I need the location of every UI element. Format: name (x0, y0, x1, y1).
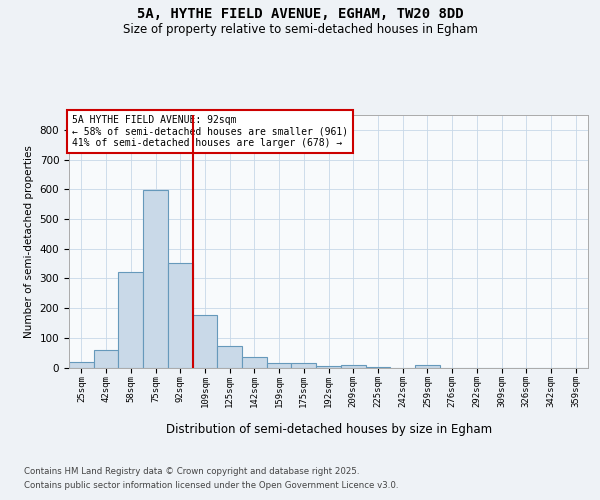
Text: Distribution of semi-detached houses by size in Egham: Distribution of semi-detached houses by … (166, 422, 492, 436)
Text: 5A HYTHE FIELD AVENUE: 92sqm
← 58% of semi-detached houses are smaller (961)
41%: 5A HYTHE FIELD AVENUE: 92sqm ← 58% of se… (71, 115, 348, 148)
Bar (193, 314, 217, 368)
Y-axis label: Number of semi-detached properties: Number of semi-detached properties (24, 145, 34, 338)
Bar (69, 362, 94, 368)
Bar (143, 190, 168, 368)
Bar (118, 272, 143, 368)
Text: Contains HM Land Registry data © Crown copyright and database right 2025.: Contains HM Land Registry data © Crown c… (24, 467, 359, 476)
Bar (217, 346, 242, 368)
Bar (94, 350, 118, 368)
Bar (292, 364, 316, 368)
Text: Contains public sector information licensed under the Open Government Licence v3: Contains public sector information licen… (24, 481, 398, 490)
Bar (267, 362, 292, 368)
Bar (316, 366, 341, 368)
Bar (242, 356, 267, 368)
Text: Size of property relative to semi-detached houses in Egham: Size of property relative to semi-detach… (122, 22, 478, 36)
Bar (168, 263, 193, 368)
Text: 5A, HYTHE FIELD AVENUE, EGHAM, TW20 8DD: 5A, HYTHE FIELD AVENUE, EGHAM, TW20 8DD (137, 8, 463, 22)
Bar (341, 366, 365, 368)
Bar (415, 364, 440, 368)
